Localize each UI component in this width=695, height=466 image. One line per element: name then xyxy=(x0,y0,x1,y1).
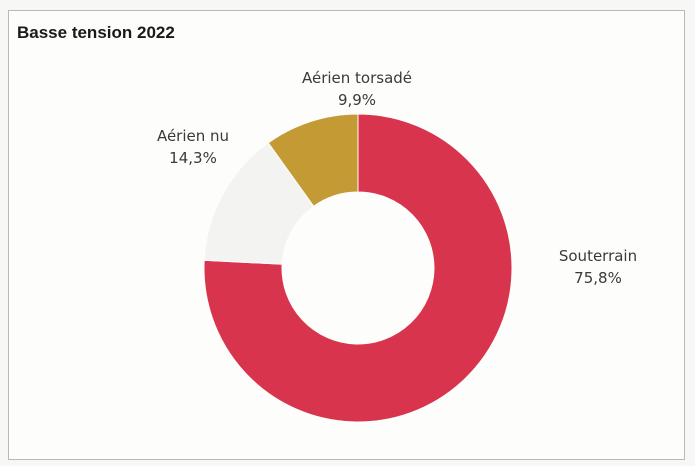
chart-title: Basse tension 2022 xyxy=(17,23,175,42)
slice-value: 9,9% xyxy=(338,91,376,109)
slice-value: 75,8% xyxy=(574,269,622,287)
slice-label-a-rien-nu: Aérien nu 14,3% xyxy=(157,127,229,167)
slice-value: 14,3% xyxy=(169,149,217,167)
slice-label-a-rien-torsad-: Aérien torsadé 9,9% xyxy=(302,69,412,109)
slice-a-rien-torsad- xyxy=(267,113,359,207)
slice-name: Souterrain xyxy=(559,247,637,265)
chart-frame: Basse tension 2022 Souterrain 75,8% Aérien… xyxy=(8,10,685,460)
donut-chart: Souterrain 75,8% Aérien nu 14,3% Aérien tors… xyxy=(157,69,637,423)
slice-souterrain xyxy=(203,113,513,423)
slice-name: Aérien torsadé xyxy=(302,69,412,87)
slice-name: Aérien nu xyxy=(157,127,229,145)
slice-label-souterrain: Souterrain 75,8% xyxy=(559,247,637,287)
